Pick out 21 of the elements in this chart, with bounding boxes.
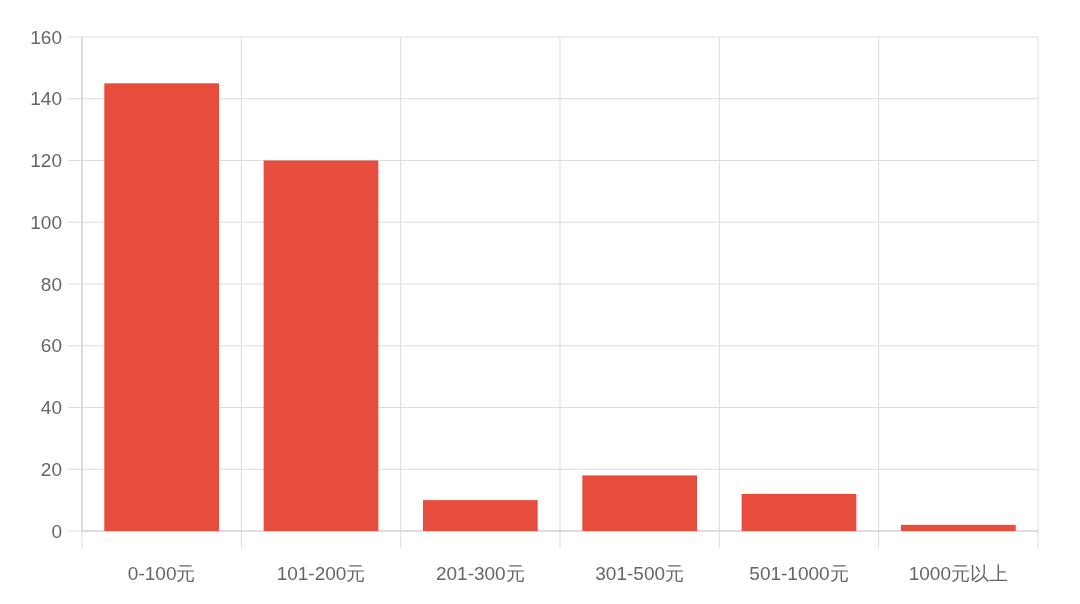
bar	[263, 160, 379, 531]
y-tick-label: 60	[40, 335, 62, 357]
bar	[422, 500, 538, 531]
x-tick-label: 301-500元	[595, 563, 685, 584]
y-tick-label: 140	[30, 88, 62, 110]
x-tick-label: 101-200元	[276, 563, 366, 584]
x-tick-label: 1000元以上	[908, 563, 1008, 584]
x-tick-label: 0-100元	[127, 563, 196, 584]
bar	[104, 83, 220, 531]
bar	[741, 493, 857, 531]
y-tick-label: 160	[30, 26, 62, 48]
x-tick-label: 201-300元	[435, 563, 525, 584]
x-tick-label: 501-1000元	[749, 563, 849, 584]
bar	[900, 524, 1016, 531]
y-tick-label: 120	[30, 150, 62, 172]
y-tick-label: 80	[40, 273, 62, 295]
y-tick-label: 0	[51, 520, 62, 542]
y-tick-label: 100	[30, 211, 62, 233]
y-tick-label: 20	[40, 458, 62, 480]
y-tick-label: 40	[40, 397, 62, 419]
bar	[582, 475, 698, 531]
